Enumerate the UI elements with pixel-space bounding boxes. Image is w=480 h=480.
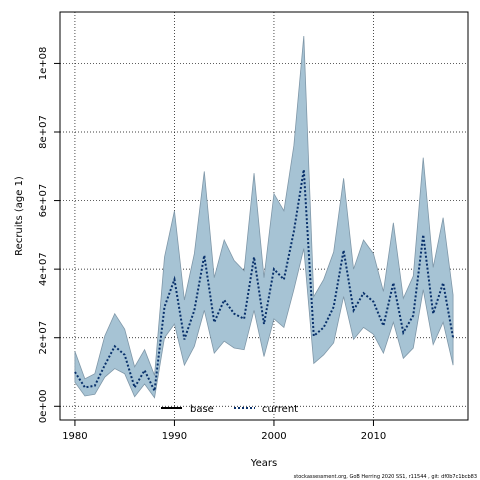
footnote: stockassessment.org, GoB Herring 2020 SS… [294,474,477,480]
x-axis: 1980 1990 2000 2010 [62,420,386,442]
confidence-band-current [74,35,454,399]
y-tick-label: 1e+08 [38,47,49,81]
y-axis-title: Recruits (age 1) [14,176,25,256]
series-line-layer [74,169,455,395]
y-tick-label: 6e+07 [38,184,49,218]
y-tick-label: 4e+07 [38,252,49,286]
series-line-current [74,169,455,395]
x-tick-label: 2010 [361,431,386,442]
plot-frame [59,11,469,421]
y-axis: 0e+00 2e+07 4e+07 6e+07 8e+07 1e+08 [38,47,60,423]
x-tick-label: 1990 [162,431,187,442]
y-tick-label: 2e+07 [38,321,49,355]
legend: base current [161,404,298,415]
x-axis-title: Years [250,458,277,469]
confidence-band-layer [74,35,454,399]
x-tick-label: 1980 [62,431,87,442]
y-tick-label: 8e+07 [38,115,49,149]
x-tick-label: 2000 [261,431,286,442]
legend-label-current: current [262,404,298,415]
y-tick-label: 0e+00 [38,389,49,423]
legend-label-base: base [190,404,214,415]
